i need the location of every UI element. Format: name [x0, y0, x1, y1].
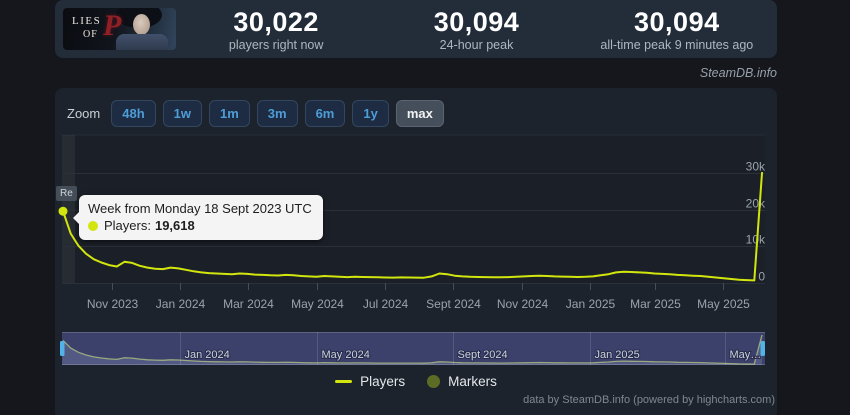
- series-dot-icon: [88, 220, 98, 231]
- x-axis-label: Nov 2024: [497, 297, 549, 311]
- x-axis-label: Jul 2024: [363, 297, 409, 311]
- capsule-title-line1: LIES: [72, 15, 102, 27]
- x-axis-label: Jan 2025: [566, 297, 616, 311]
- x-axis-label: Jan 2024: [156, 297, 206, 311]
- y-axis-label: 20k: [746, 197, 766, 211]
- line-series-icon: [335, 380, 353, 383]
- capsule-title-letter: P: [103, 9, 122, 42]
- x-axis-label: Nov 2023: [87, 297, 139, 311]
- steamdb-watermark: SteamDB.info: [699, 66, 777, 80]
- stats-row: 30,022 players right now 30,094 24-hour …: [176, 7, 777, 52]
- y-axis-label: 30k: [746, 160, 766, 174]
- navigator-axis-label: Sept 2024: [458, 349, 508, 361]
- navigator-line: [62, 334, 763, 365]
- zoom-range-6m[interactable]: 6m: [304, 100, 346, 127]
- x-axis-label: May 2024: [291, 297, 344, 311]
- legend-item-markers[interactable]: Markers: [427, 374, 497, 389]
- navigator-axis-label: May…: [730, 349, 762, 361]
- y-axis-label: 0: [758, 270, 765, 284]
- navigator-handle-left[interactable]: [60, 341, 65, 356]
- zoom-range-48h[interactable]: 48h: [111, 100, 156, 127]
- navigator-axis-label: Jan 2024: [185, 349, 230, 361]
- navigator-axis-label: Jan 2025: [595, 349, 640, 361]
- x-axis-label: Mar 2025: [630, 297, 681, 311]
- zoom-range-1y[interactable]: 1y: [352, 100, 389, 127]
- legend-label: Players: [360, 374, 406, 389]
- zoom-range-3m[interactable]: 3m: [256, 100, 298, 127]
- legend-item-players[interactable]: Players: [335, 374, 405, 389]
- navigator-axis-label: May 2024: [322, 349, 370, 361]
- stat-players-now: 30,022 players right now: [228, 6, 324, 52]
- navigator-handle-right[interactable]: [760, 341, 766, 356]
- players-series-line[interactable]: [62, 171, 763, 282]
- navigator-selected-range[interactable]: [62, 332, 765, 365]
- release-flag[interactable]: Re: [56, 186, 77, 201]
- tooltip-value: 19,618: [154, 218, 195, 233]
- x-axis-label: Sept 2024: [426, 297, 481, 311]
- stat-24h-peak: 30,094 24-hour peak: [433, 6, 520, 52]
- chart-legend: Players Markers: [55, 374, 777, 389]
- chart-credits: data by SteamDB.info (powered by highcha…: [523, 394, 775, 406]
- navigator-area: [62, 335, 762, 365]
- zoom-range-1m[interactable]: 1m: [208, 100, 250, 127]
- game-stats-header: LIES OF P 30,022 players right now 30,09…: [55, 0, 777, 58]
- zoom-range-toolbar: Zoom 48h 1w 1m 3m 6m 1y max: [67, 100, 444, 127]
- x-axis-label: May 2025: [697, 297, 750, 311]
- x-axis-label: Mar 2024: [223, 297, 274, 311]
- zoom-range-1w[interactable]: 1w: [162, 100, 202, 127]
- capsule-title-line2: OF: [83, 29, 98, 40]
- hover-point-marker[interactable]: [58, 206, 68, 216]
- marker-series-icon: [427, 375, 441, 388]
- zoom-range-max[interactable]: max: [395, 100, 444, 127]
- tooltip-date: Week from Monday 18 Sept 2023 UTC: [88, 201, 312, 216]
- y-axis-label: 10k: [746, 233, 766, 247]
- chart-tooltip: Week from Monday 18 Sept 2023 UTC Player…: [73, 195, 323, 240]
- tooltip-series-label: Players:: [104, 218, 151, 233]
- zoom-label: Zoom: [67, 106, 101, 121]
- legend-label: Markers: [448, 374, 497, 389]
- game-capsule-image[interactable]: LIES OF P: [63, 8, 176, 50]
- stat-alltime-peak: 30,094 all-time peak 9 minutes ago: [600, 6, 754, 52]
